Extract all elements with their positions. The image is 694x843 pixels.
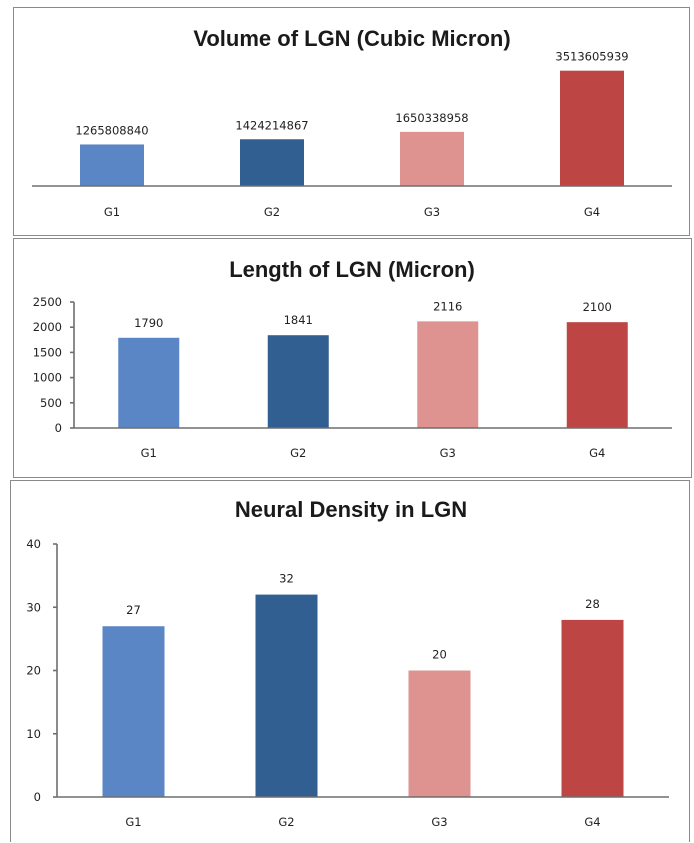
x-tick-label: G4 xyxy=(584,205,600,219)
data-label: 28 xyxy=(585,597,600,611)
data-label: 3513605939 xyxy=(555,50,628,64)
bar-g1 xyxy=(118,337,180,428)
x-tick-label: G3 xyxy=(424,205,440,219)
bar-g4 xyxy=(566,322,628,428)
x-tick-label: G1 xyxy=(141,446,157,460)
bar-g3 xyxy=(417,321,479,428)
bar-g2 xyxy=(267,335,329,428)
x-tick-label: G1 xyxy=(104,205,120,219)
y-tick-label: 500 xyxy=(40,396,62,410)
data-label: 1424214867 xyxy=(235,118,308,132)
y-tick-label: 0 xyxy=(34,790,41,804)
chart-title: Length of LGN (Micron) xyxy=(229,257,475,282)
y-tick-label: 1500 xyxy=(33,345,62,359)
y-tick-label: 20 xyxy=(26,664,41,678)
y-tick-label: 1000 xyxy=(33,371,62,385)
data-label: 27 xyxy=(126,603,141,617)
x-tick-label: G2 xyxy=(290,446,306,460)
volume-chart-panel: Volume of LGN (Cubic Micron) 1265808840 G… xyxy=(13,7,690,236)
data-label: 2116 xyxy=(433,299,462,313)
bar-g4 xyxy=(560,70,624,186)
data-label: 1841 xyxy=(284,313,313,327)
chart-title: Neural Density in LGN xyxy=(235,497,467,522)
bar-g4 xyxy=(561,619,624,797)
y-tick-label: 2500 xyxy=(33,295,62,309)
bar-g1 xyxy=(80,144,144,186)
x-tick-label: G3 xyxy=(431,815,447,829)
volume-chart: Volume of LGN (Cubic Micron) 1265808840 G… xyxy=(32,26,672,219)
x-tick-label: G2 xyxy=(264,205,280,219)
bar-g3 xyxy=(408,670,471,797)
length-chart: Length of LGN (Micron) 0 500 1000 1500 2000 2… xyxy=(33,257,672,460)
y-tick-label: 0 xyxy=(55,421,62,435)
y-tick-label: 10 xyxy=(26,727,41,741)
x-tick-label: G1 xyxy=(125,815,141,829)
bar-g2 xyxy=(255,594,318,797)
y-tick-label: 30 xyxy=(26,600,41,614)
data-label: 32 xyxy=(279,572,294,586)
data-label: 1790 xyxy=(134,316,163,330)
data-label: 1265808840 xyxy=(75,123,148,137)
data-label: 20 xyxy=(432,648,447,662)
x-tick-label: G2 xyxy=(278,815,294,829)
y-tick-label: 2000 xyxy=(33,320,62,334)
data-label: 2100 xyxy=(583,300,612,314)
density-chart-panel: Neural Density in LGN 0 10 20 30 40 27 G1 32 G2 2… xyxy=(10,480,690,842)
bar-g1 xyxy=(102,626,165,797)
x-tick-label: G3 xyxy=(440,446,456,460)
chart-title: Volume of LGN (Cubic Micron) xyxy=(193,26,510,51)
x-tick-label: G4 xyxy=(584,815,600,829)
bar-g2 xyxy=(240,139,304,186)
x-tick-label: G4 xyxy=(589,446,605,460)
bar-g3 xyxy=(400,131,464,186)
data-label: 1650338958 xyxy=(395,111,468,125)
y-tick-label: 40 xyxy=(26,537,41,551)
density-chart: Neural Density in LGN 0 10 20 30 40 27 G1 32 G2 2… xyxy=(26,497,669,829)
length-chart-panel: Length of LGN (Micron) 0 500 1000 1500 2000 2… xyxy=(13,238,692,478)
